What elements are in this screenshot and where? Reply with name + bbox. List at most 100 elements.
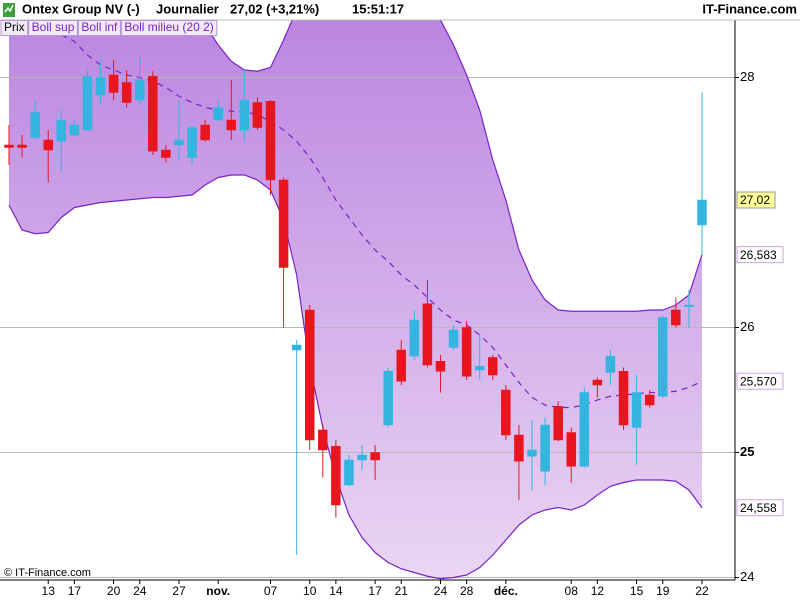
- candle-body: [265, 101, 276, 181]
- candle-body: [474, 366, 485, 371]
- x-tick-label: 13: [42, 584, 56, 598]
- legend-box: [120, 20, 218, 36]
- price-label: 25,570: [740, 374, 777, 388]
- logo-glyph: [4, 4, 14, 13]
- candle-body: [697, 199, 707, 226]
- candle-body: [252, 102, 263, 128]
- candle-body: [135, 79, 145, 101]
- x-tick-label: 22: [695, 584, 709, 598]
- candle-body: [631, 392, 642, 428]
- source: IT-Finance.com: [702, 1, 797, 16]
- candle-body: [644, 394, 655, 406]
- candle-body: [278, 179, 289, 268]
- candle-body: [448, 329, 459, 348]
- candle-body: [318, 429, 328, 451]
- candle-body: [95, 77, 106, 96]
- price-label-box: [736, 246, 784, 264]
- x-tick-label: 08: [565, 584, 579, 598]
- candle-body: [357, 454, 367, 461]
- candle-body: [82, 76, 93, 131]
- legend-label: Boll milieu (20 2): [124, 20, 213, 34]
- price-label-box: [736, 499, 784, 517]
- x-tick-label: 28: [460, 584, 474, 598]
- candle-body: [527, 449, 537, 457]
- candle-body: [344, 459, 354, 486]
- candle-body: [488, 357, 498, 376]
- candle-body: [161, 149, 171, 158]
- x-tick-label: 17: [368, 584, 382, 598]
- candle-body: [553, 406, 563, 441]
- candle-body: [108, 74, 119, 93]
- plot-area: [0, 20, 735, 580]
- quote: 27,02 (+3,21%): [230, 1, 319, 16]
- legend-label: Boll inf: [81, 20, 118, 34]
- candle-body: [618, 371, 629, 426]
- candle-body: [540, 424, 550, 472]
- candle-body: [370, 452, 380, 461]
- price-label-box: [736, 191, 776, 209]
- candle-body: [226, 119, 237, 131]
- x-tick-label: 27: [172, 584, 186, 598]
- x-tick-label: nov.: [206, 584, 230, 598]
- x-tick-label: 19: [656, 584, 670, 598]
- candle-body: [658, 317, 668, 397]
- candle-body: [213, 107, 223, 121]
- legend-label: Prix: [4, 20, 25, 34]
- candle-body: [605, 356, 616, 373]
- axes: 13 17 20 24 27 nov. 07 10 14 17 21 24 28 déc. 08 12 15 19…: [0, 20, 784, 598]
- candle-body: [304, 309, 315, 441]
- x-tick-label: 24: [133, 584, 147, 598]
- band-line: [8, 174, 703, 580]
- candle-body: [396, 349, 406, 382]
- candle-body: [121, 82, 132, 103]
- candle-body: [187, 127, 197, 158]
- candle-body: [501, 389, 511, 436]
- x-tick-label: 17: [68, 584, 82, 598]
- price-label-box: [736, 372, 784, 390]
- candle-body: [30, 112, 40, 138]
- x-tick-label: 24: [434, 584, 448, 598]
- candle-body: [56, 119, 67, 142]
- header-bar: [0, 0, 800, 20]
- candle-body: [671, 309, 681, 326]
- legend-box: [77, 20, 121, 36]
- candle-body: [239, 99, 250, 131]
- x-tick-label: 15: [630, 584, 644, 598]
- band-fill: [9, 20, 702, 579]
- y-tick-label: 28: [740, 69, 754, 84]
- candle-body: [291, 344, 302, 351]
- candle-body: [43, 139, 53, 151]
- period: Journalier: [156, 1, 219, 16]
- candle-body: [514, 434, 524, 462]
- x-tick-label: 12: [591, 584, 605, 598]
- x-tick-label: 10: [303, 584, 317, 598]
- candle-body: [461, 327, 472, 377]
- candle-body: [435, 361, 446, 372]
- time: 15:51:17: [352, 1, 404, 16]
- header: Ontex Group NV (-) Journalier 27,02 (+3,…: [0, 0, 800, 21]
- x-tick-label: 20: [107, 584, 121, 598]
- candle-body: [174, 139, 184, 146]
- candle-body: [383, 371, 393, 426]
- candle-body: [4, 144, 14, 148]
- legend-label: Boll sup: [32, 20, 75, 34]
- legend: Prix Boll sup Boll inf Boll milieu (20 2): [0, 20, 218, 36]
- x-tick-label: déc.: [494, 584, 518, 598]
- candle-body: [422, 303, 433, 366]
- price-label: 24,558: [740, 501, 777, 515]
- candle-body: [200, 124, 210, 141]
- candle-body: [684, 304, 694, 307]
- y-tick-label: 25: [740, 444, 754, 459]
- band-line: [200, 20, 703, 312]
- candle-body: [579, 392, 590, 467]
- title: Ontex Group NV (-): [22, 1, 140, 16]
- candle-body: [17, 144, 27, 148]
- x-tick-label: 14: [329, 584, 343, 598]
- y-tick-label: 26: [740, 319, 754, 334]
- price-label: 26,583: [740, 248, 777, 262]
- price-label: 27,02: [740, 193, 770, 207]
- x-tick-label: 07: [264, 584, 278, 598]
- candle-body: [331, 446, 341, 506]
- band-line: [61, 34, 703, 409]
